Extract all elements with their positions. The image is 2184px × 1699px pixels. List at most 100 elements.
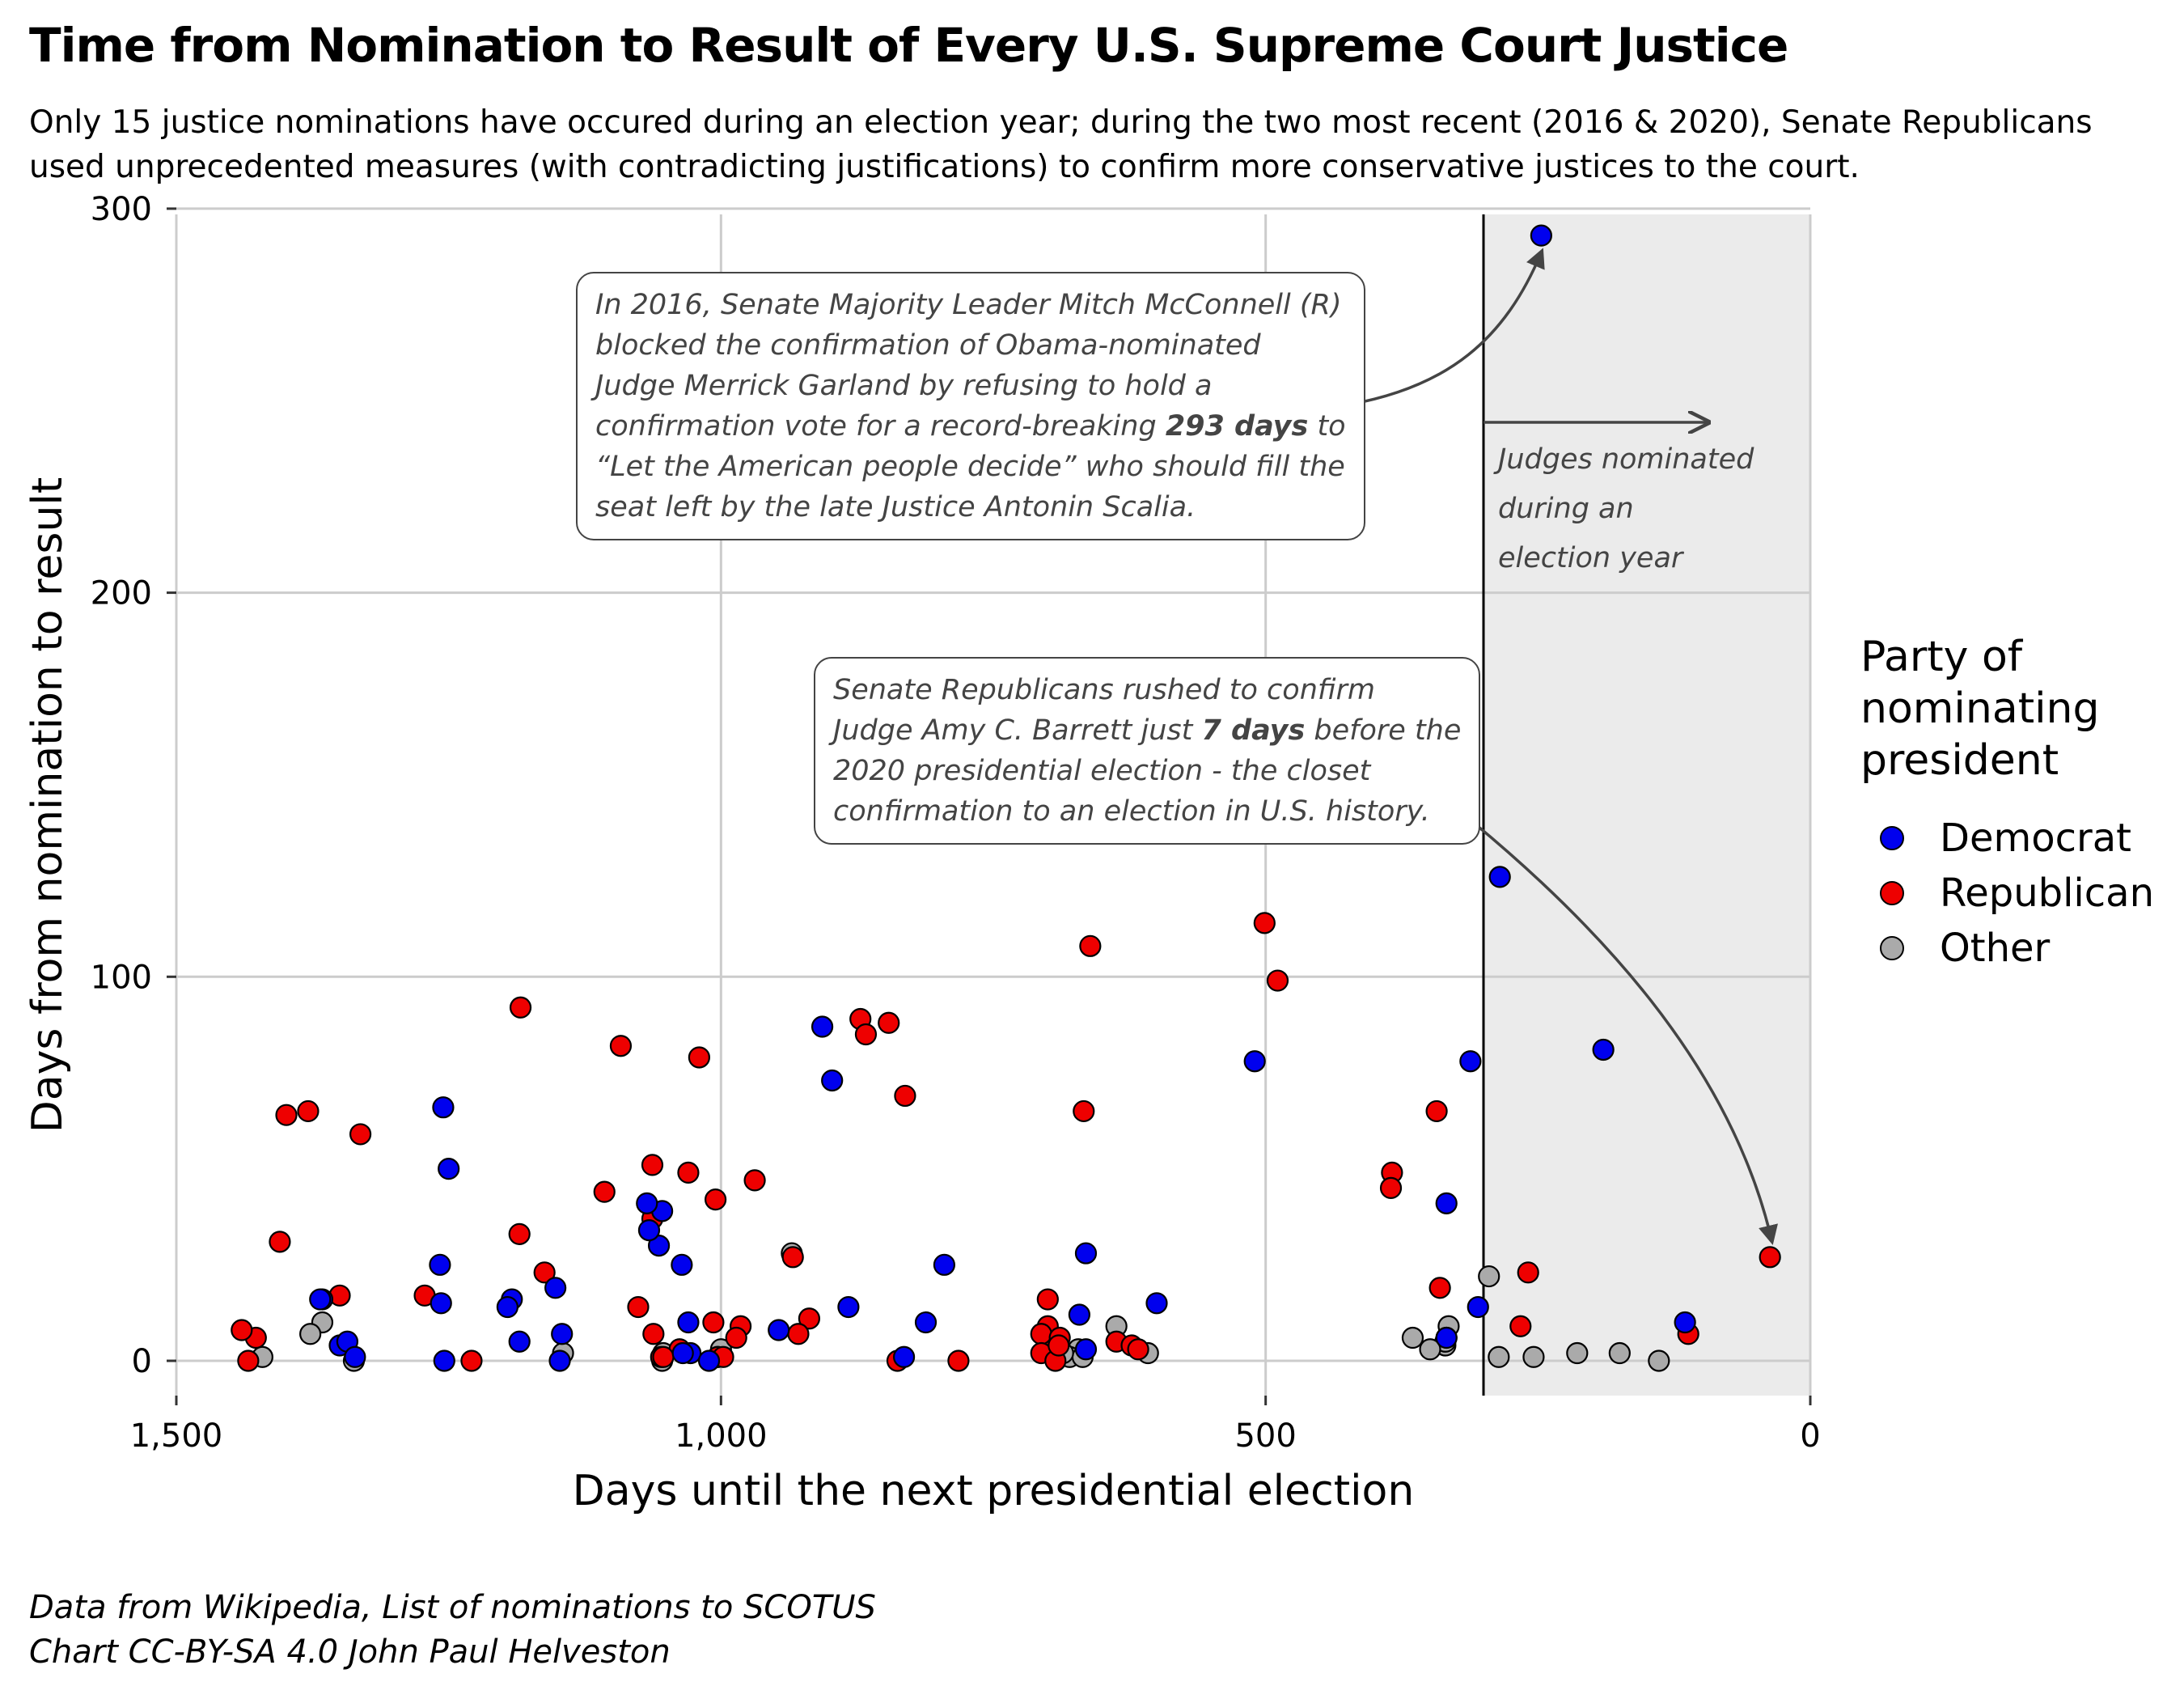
data-point-democrat (551, 1323, 574, 1345)
data-point-democrat (671, 1341, 694, 1365)
data-point-republican (878, 1011, 900, 1034)
data-point-republican (627, 1295, 650, 1319)
data-point-republican (688, 1046, 711, 1069)
data-point-other (1608, 1341, 1631, 1365)
legend-swatch-democrat (1880, 826, 1904, 850)
data-point-other (1648, 1349, 1670, 1372)
data-point-democrat (637, 1219, 661, 1242)
legend-label-democrat: Democrat (1940, 816, 2131, 861)
data-point-republican (1425, 1099, 1448, 1123)
barrett-line-2-b: before the (1305, 714, 1462, 747)
garland-line-3: Judge Merrick Garland by refusing to hol… (595, 370, 1213, 402)
data-point-republican (781, 1246, 804, 1269)
subtitle-line-1: Only 15 justice nominations have occured… (29, 104, 2093, 141)
garland-line-4: confirmation vote for a record-breaking … (595, 406, 1346, 447)
data-point-democrat (1467, 1295, 1489, 1319)
data-point-republican (349, 1123, 372, 1146)
data-point-republican (743, 1169, 766, 1192)
data-point-republican (1253, 912, 1276, 934)
chart-caption: Data from Wikipedia, List of nominations… (29, 1586, 876, 1675)
data-point-other (1478, 1265, 1500, 1288)
legend-item-democrat: Democrat (1860, 811, 2154, 866)
data-point-republican (1509, 1315, 1532, 1337)
garland-line-4-b: to (1308, 410, 1346, 443)
data-point-democrat (1243, 1050, 1266, 1073)
data-point-democrat (933, 1253, 956, 1276)
legend-item-other: Other (1860, 921, 2154, 976)
legend-item-republican: Republican (1860, 866, 2154, 921)
data-point-democrat (548, 1349, 571, 1372)
data-point-other (1401, 1326, 1424, 1349)
data-point-other (1419, 1338, 1441, 1361)
barrett-days-highlight: 7 days (1201, 714, 1306, 747)
data-point-democrat (496, 1295, 518, 1319)
election-year-label-3: election year (1498, 542, 1683, 574)
data-point-republican (641, 1154, 664, 1176)
subtitle-line-2: used unprecedented measures (with contra… (29, 149, 1860, 185)
data-point-democrat (1488, 866, 1511, 888)
data-point-republican (894, 1084, 916, 1108)
data-point-democrat (433, 1349, 455, 1372)
barrett-line-1: Senate Republicans rushed to confirm (833, 674, 1375, 706)
data-point-democrat (1435, 1326, 1458, 1349)
data-point-republican (1036, 1288, 1059, 1311)
data-point-democrat (309, 1288, 332, 1311)
data-point-republican (1379, 1176, 1403, 1199)
data-point-republican (1030, 1323, 1052, 1345)
election-year-shade (1484, 214, 1810, 1396)
data-point-democrat (1068, 1303, 1090, 1326)
data-point-democrat (671, 1253, 693, 1276)
garland-line-6: seat left by the late Justice Antonin Sc… (595, 491, 1196, 523)
data-point-democrat (636, 1192, 658, 1214)
garland-annotation: In 2016, Senate Majority Leader Mitch Mc… (576, 272, 1365, 540)
data-point-republican (854, 1023, 878, 1046)
data-point-democrat (432, 1096, 455, 1119)
data-point-republican (533, 1261, 556, 1284)
x-tick-label: 1,500 (130, 1417, 223, 1455)
data-point-republican (231, 1319, 253, 1341)
data-point-democrat (344, 1345, 366, 1368)
data-point-republican (1127, 1338, 1149, 1361)
data-point-republican (1073, 1099, 1095, 1123)
data-point-republican (677, 1161, 700, 1184)
data-point-republican (593, 1180, 616, 1203)
y-tick-label: 200 (91, 575, 152, 612)
data-point-democrat (438, 1158, 460, 1180)
x-tick-label: 500 (1234, 1417, 1296, 1455)
data-point-other (1566, 1341, 1589, 1365)
x-axis-label: Days until the next presidential electio… (573, 1467, 1415, 1515)
legend-swatch-republican (1880, 881, 1904, 905)
barrett-line-3: 2020 presidential election - the closet (833, 755, 1371, 787)
election-year-label: Judges nominated during an election year (1498, 435, 1754, 583)
data-point-republican (1759, 1246, 1781, 1269)
data-point-other (1522, 1345, 1545, 1368)
garland-line-4-a: confirmation vote for a record-breaking (595, 410, 1166, 443)
legend-label-other: Other (1940, 926, 2051, 971)
data-point-democrat (1074, 1242, 1098, 1265)
data-point-republican (1048, 1334, 1070, 1357)
y-tick-label: 300 (91, 191, 152, 228)
data-point-republican (508, 1222, 531, 1245)
data-point-democrat (821, 1069, 844, 1092)
data-point-democrat (677, 1311, 700, 1334)
data-point-republican (460, 1349, 483, 1372)
data-point-democrat (1530, 224, 1552, 247)
caption-line-1: Data from Wikipedia, List of nominations… (29, 1589, 876, 1626)
data-point-republican (642, 1323, 665, 1345)
election-year-label-1: Judges nominated (1498, 443, 1754, 476)
data-point-other (1488, 1345, 1510, 1368)
data-point-democrat (1145, 1292, 1168, 1315)
data-point-democrat (697, 1349, 721, 1372)
legend: Party of nominating president Democrat R… (1860, 631, 2154, 976)
data-point-other (299, 1323, 322, 1345)
data-point-republican (1517, 1261, 1539, 1284)
y-tick-label: 100 (91, 959, 152, 996)
y-tick-label: 0 (132, 1343, 152, 1380)
data-point-democrat (892, 1345, 916, 1368)
data-point-republican (269, 1231, 291, 1253)
data-point-democrat (768, 1319, 790, 1341)
barrett-arrow (1435, 791, 1778, 1245)
garland-arrow (1348, 248, 1545, 406)
data-point-democrat (811, 1015, 834, 1038)
barrett-line-2-a: Judge Amy C. Barrett just (833, 714, 1202, 747)
